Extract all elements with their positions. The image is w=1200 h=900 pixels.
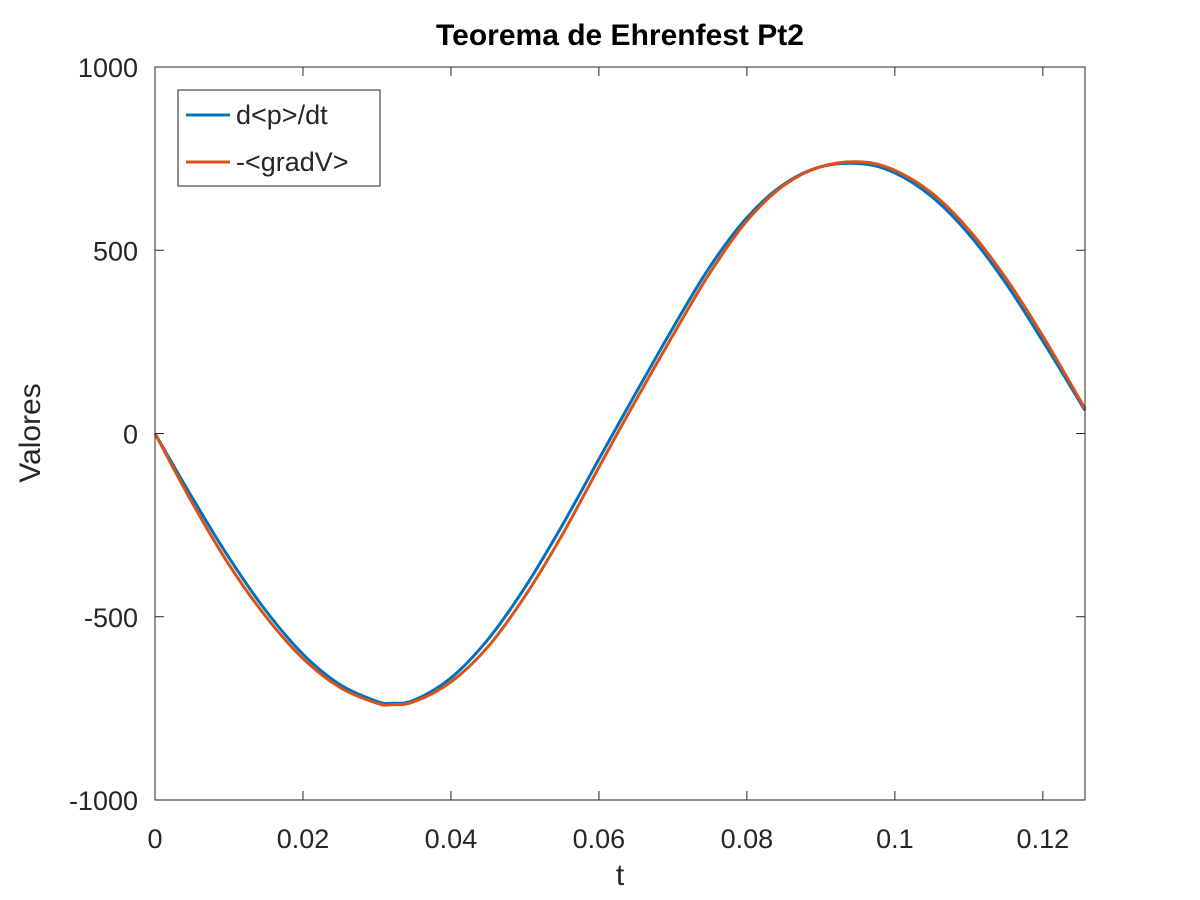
x-axis-label: t [616, 859, 625, 892]
plot-lines [153, 160, 1087, 707]
x-axis-ticks: 0 0.02 0.04 0.06 0.08 0.1 0.12 [147, 67, 1069, 854]
series-line-1 [153, 161, 1087, 706]
y-tick-label: 500 [93, 236, 138, 266]
y-axis-label: Valores [14, 383, 47, 483]
x-tick-label: 0.06 [573, 824, 626, 854]
x-tick-label: 0.08 [721, 824, 774, 854]
legend-label-series-2: -<gradV> [236, 147, 349, 177]
y-tick-label: 1000 [78, 53, 138, 83]
y-tick-label: -500 [84, 603, 138, 633]
legend: d<p>/dt -<gradV> [177, 89, 381, 187]
x-tick-label: 0.02 [277, 824, 330, 854]
x-tick-label: 0.12 [1017, 824, 1070, 854]
y-tick-label: 0 [123, 420, 138, 450]
x-tick-label: 0.04 [425, 824, 478, 854]
x-tick-label: 0.1 [876, 824, 914, 854]
legend-label-series-1: d<p>/dt [236, 100, 328, 130]
chart-title: Teorema de Ehrenfest Pt2 [436, 19, 804, 52]
legend-box [177, 89, 381, 187]
y-axis-ticks: -1000 -500 0 500 1000 [69, 53, 1085, 816]
series-line-2 [153, 160, 1087, 707]
x-tick-label: 0 [147, 824, 162, 854]
y-tick-label: -1000 [69, 786, 138, 816]
